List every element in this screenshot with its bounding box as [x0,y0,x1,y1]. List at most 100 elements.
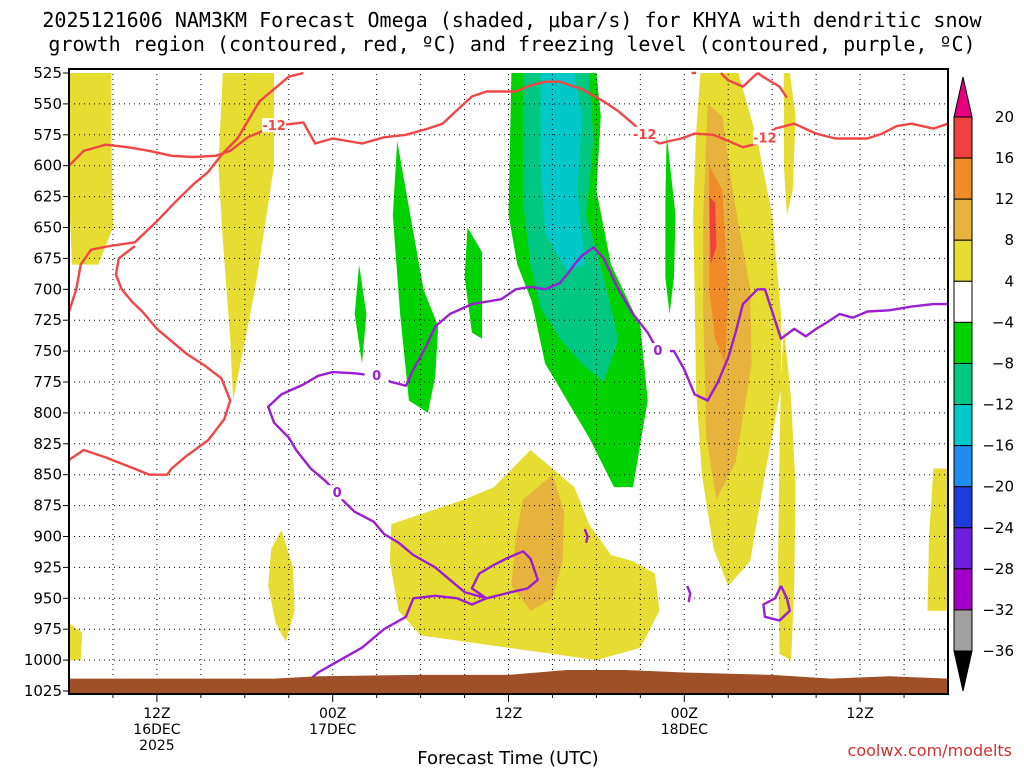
colorbar-label-9: −20 [982,478,1014,496]
colorbar-label-2: 12 [995,190,1014,208]
frz-label-bg-0-1 [645,343,670,358]
ytick-label-675: 675 [33,249,62,267]
ytick-label-700: 700 [33,280,62,298]
ytick-label-875: 875 [33,497,62,515]
frz-label-0-0: 0 [372,369,381,384]
dgz-label-0-2: -12 [753,132,777,147]
ytick-label-850: 850 [33,466,62,484]
ytick-label-1000: 1000 [24,651,62,669]
colorbar-band-6 [953,362,973,406]
omega-region-upward-motion-col3 [354,264,367,364]
terrain-ground [69,670,948,694]
dgz-line-0 [69,80,948,167]
xtick-label-60-0: 12Z [846,706,873,722]
colorbar-band-12 [953,609,973,652]
colorbar-label-0: 20 [995,108,1014,126]
xtick-label-24-0: 00Z [319,706,346,722]
xtick-label-48-0: 00Z [671,706,698,722]
colorbar-band-1 [953,157,973,200]
omega-region-sinking-west-2 [218,73,275,401]
colorbar-band-0 [953,116,973,159]
chart-title-line-1: 2025121606 NAM3KM Forecast Omega (shaded… [42,8,982,32]
xtick-label-12-0: 12Z [143,706,170,722]
dgz-label-bg-0-2 [752,130,777,145]
chart-title-line-2: growth region (contoured, red, ºC) and f… [48,32,975,56]
dgz-label-0-0: -12 [262,119,286,134]
dgz-line-4 [720,72,759,88]
omega-region-upward-motion-col2 [464,227,483,339]
y-axis-ticks: 525 550 575 600 625 650 675 700 725 750 775 800 825 8… [24,64,69,700]
omega-region-sinking-low-left [69,623,83,661]
ytick-label-550: 550 [33,95,62,113]
frz-line-1 [470,550,539,600]
omega-region-upward-motion-band [392,141,439,413]
freezing-level-layer: 0 0 0 [266,246,948,693]
frz-label-0-1: 0 [653,344,662,359]
dgz-line-3 [756,71,788,99]
omega-region-sinking-east-edge [783,73,796,216]
colorbar-label-7: −12 [982,396,1014,414]
credit-text: coolwx.com/modelts [848,741,1012,760]
colorbar-band-8 [953,445,973,488]
colorbar-label-3: 8 [1004,231,1014,249]
ytick-label-825: 825 [33,435,62,453]
colorbar-label-4: 4 [1004,272,1014,290]
xtick-label-24-1: 17DEC [309,722,356,738]
colorbar-label-13: −36 [982,642,1014,660]
omega-region-upward-motion-max [540,73,585,271]
omega-shading-layer [69,73,948,661]
ytick-label-625: 625 [33,188,62,206]
dgz-line-1 [69,71,304,312]
dgz-line-2 [69,245,232,476]
ytick-label-525: 525 [33,64,62,82]
omega-region-upward-motion-col4 [665,134,676,314]
ytick-label-800: 800 [33,404,62,422]
frz-line-4 [762,585,791,622]
frz-line-2 [583,528,589,543]
colorbar-band-10 [953,527,973,570]
colorbar-band-5 [953,321,973,364]
omega-region-sinking-west-1 [69,73,113,265]
ytick-label-575: 575 [33,126,62,144]
colorbar-band-9 [953,486,973,529]
grid-lines [69,69,948,694]
dgz-label-bg-0-1 [632,126,657,141]
omega-region-sinking-far-east [927,468,948,611]
ytick-label-950: 950 [33,589,62,607]
xtick-label-12-2: 2025 [139,738,175,754]
omega-region-sinking-east-max [709,196,717,265]
colorbar: 20 16 12 8 4 −4 −8 −12 −16 −20 −24 −28 −32 −36 [953,76,1014,692]
ytick-label-975: 975 [33,620,62,638]
colorbar-label-6: −8 [992,354,1014,372]
ytick-label-775: 775 [33,373,62,391]
colorbar-label-12: −32 [982,601,1014,619]
x-axis-label: Forecast Time (UTC) [417,748,598,768]
frz-label-bg-0-2 [325,485,350,500]
xtick-label-48-1: 18DEC [661,722,708,738]
colorbar-label-1: 16 [995,149,1014,167]
colorbar-label-11: −28 [982,560,1014,578]
colorbar-label-5: −4 [992,313,1014,331]
omega-region-sinking-low-moderate [511,474,565,611]
ytick-label-900: 900 [33,528,62,546]
ytick-label-725: 725 [33,311,62,329]
frz-label-bg-0-0 [364,367,389,382]
dgz-contour-layer: -12 -12 -12 [69,71,948,476]
colorbar-band-2 [953,198,973,241]
omega-region-sinking-low-west [268,530,295,642]
xtick-label-12-1: 16DEC [133,722,180,738]
terrain-layer [69,670,948,694]
ytick-label-1025: 1025 [24,682,62,700]
plot-area: -12 -12 -12 0 0 0 [69,69,948,694]
omega-region-sinking-low-east [778,326,796,661]
ytick-label-650: 650 [33,219,62,237]
colorbar-band-11 [953,568,973,611]
dgz-label-bg-0-0 [262,118,287,133]
frz-line-3 [686,585,692,603]
frz-line-0 [266,246,948,693]
xtick-label-36-0: 12Z [495,706,522,722]
frz-label-0-2: 0 [333,486,342,501]
dgz-label-0-1: -12 [633,128,657,143]
